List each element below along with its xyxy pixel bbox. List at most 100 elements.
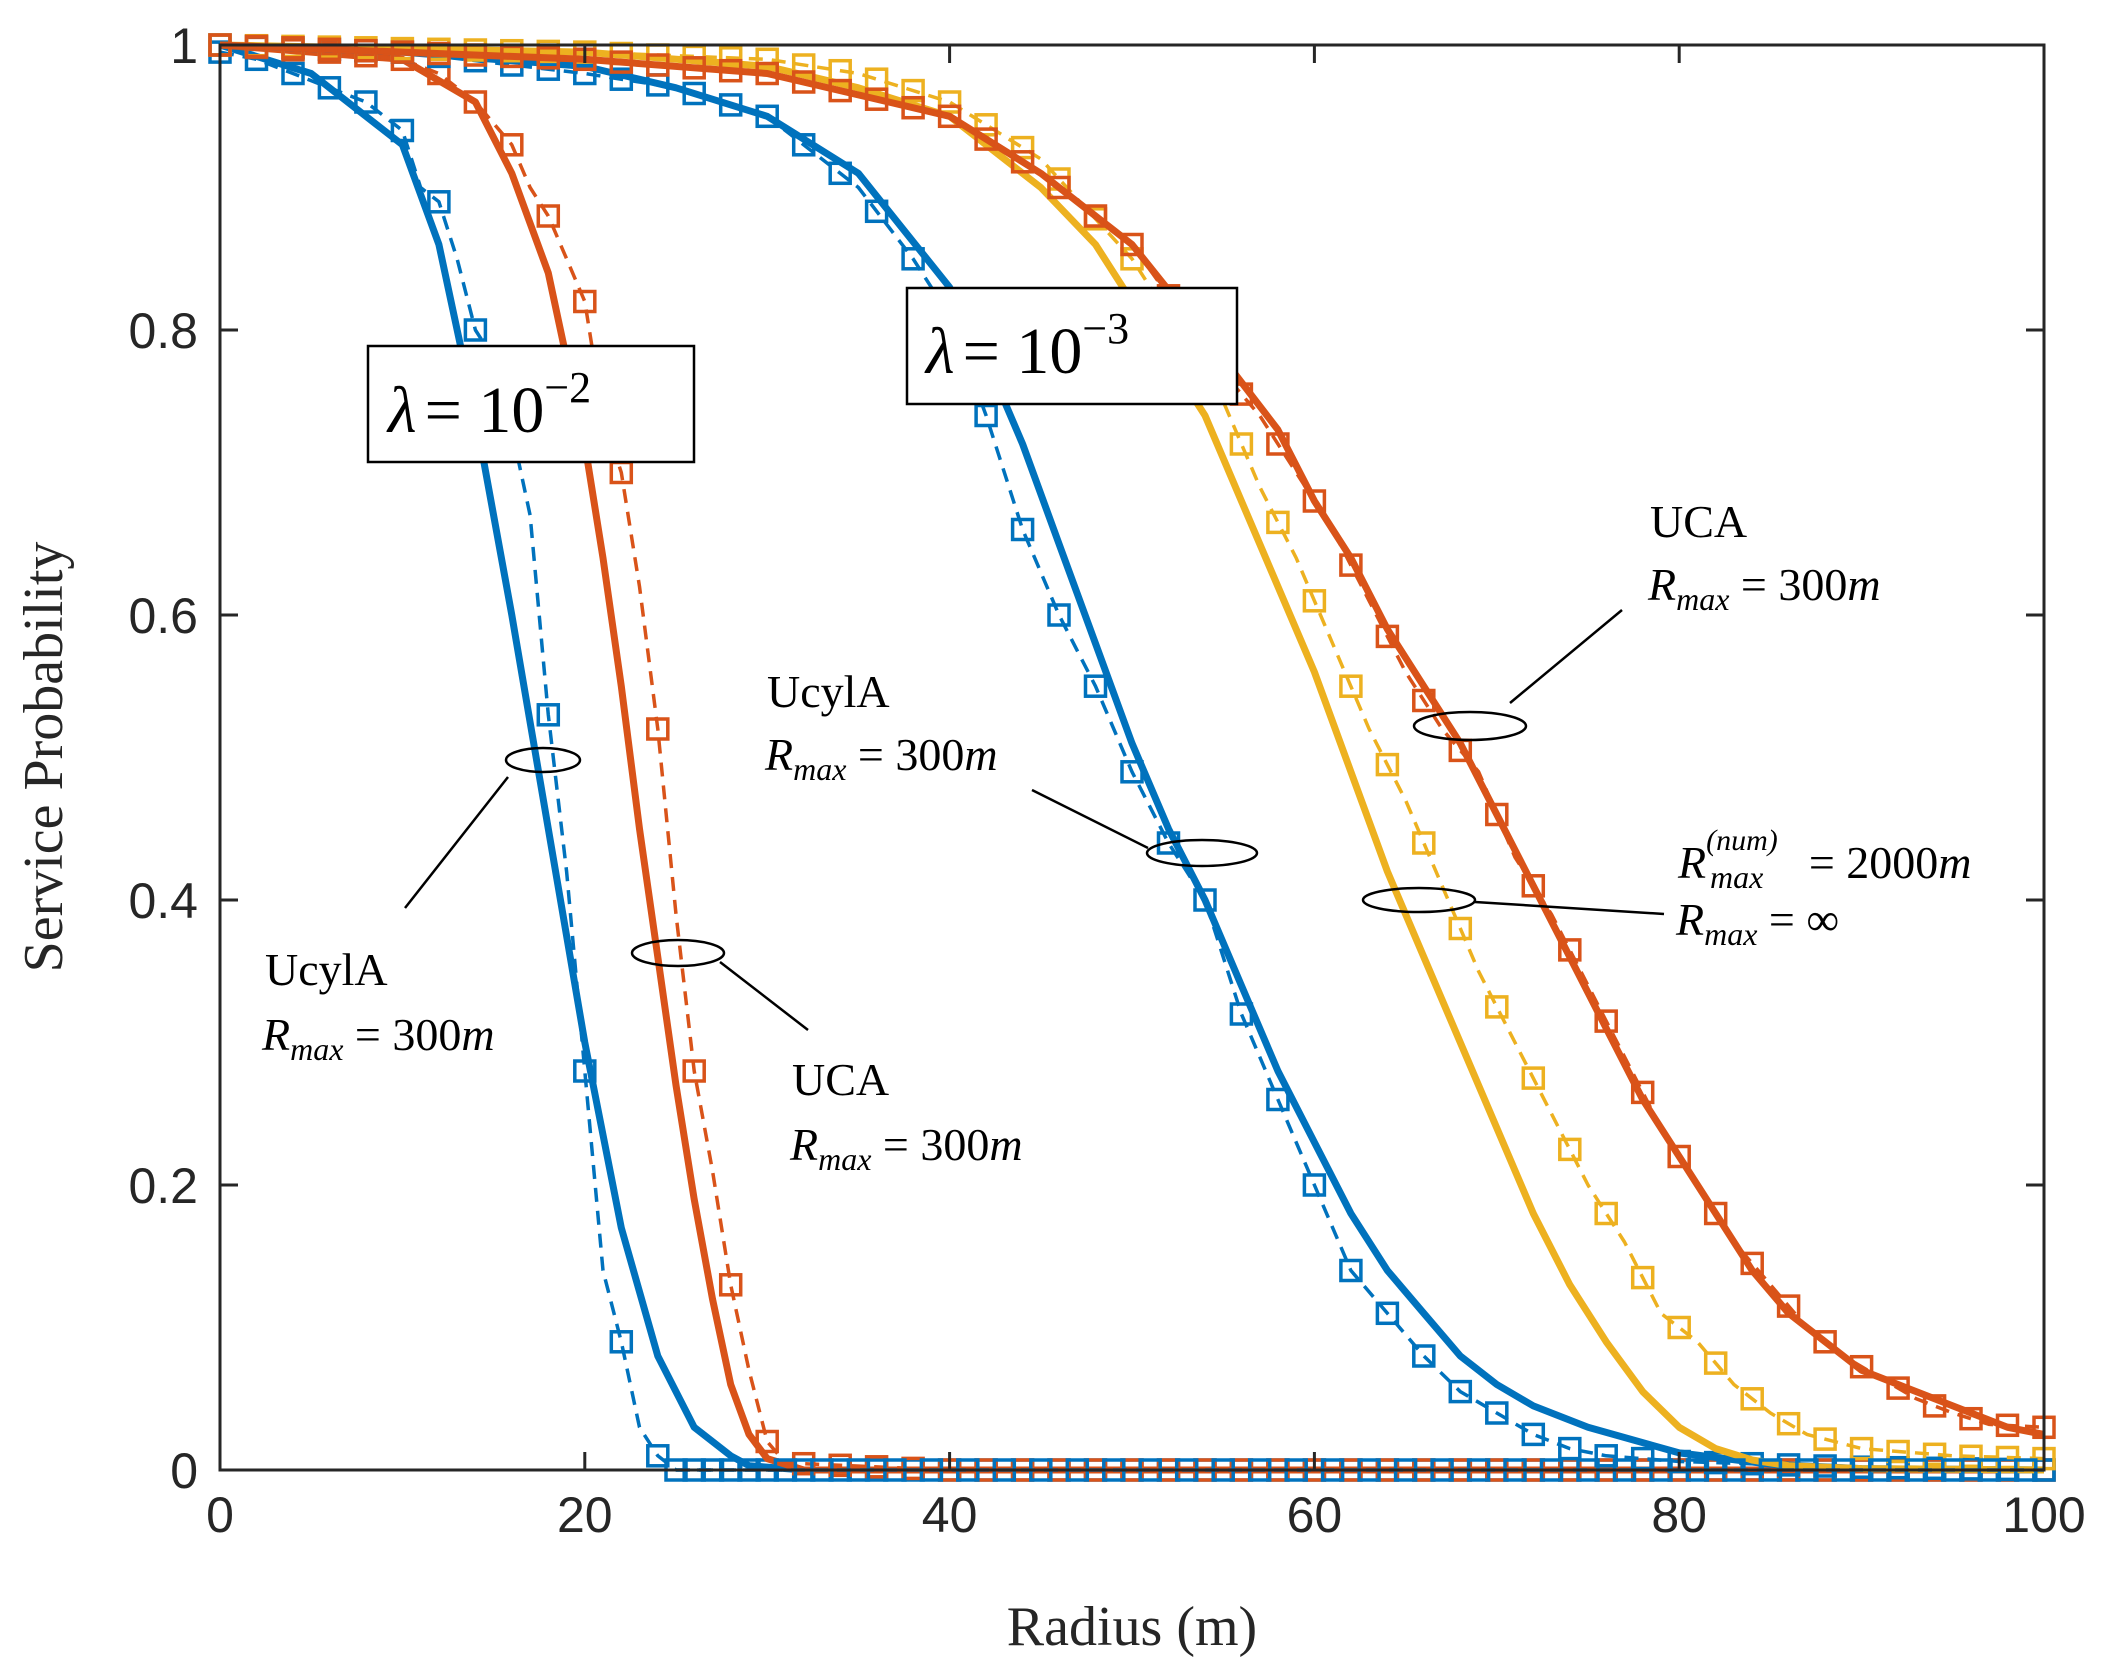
- series-1-line: [219, 50, 2044, 1472]
- svg-text:λ= 10−2: λ = 10−2: [386, 363, 591, 447]
- svg-text:Rmax = ∞: Rmax = ∞: [1675, 894, 1839, 952]
- lambda-3-symbol: λ: [924, 315, 955, 388]
- svg-text:λ= 10−3: λ = 10−3: [924, 304, 1129, 388]
- label-num-sub: max: [1710, 859, 1763, 895]
- series-9-marker: [1594, 1009, 1618, 1033]
- series-5-marker: [974, 403, 998, 428]
- series-7-marker: [1594, 1201, 1618, 1226]
- series-9: [208, 33, 2056, 1440]
- x-tick-label: 80: [1651, 1487, 1707, 1543]
- series-7-marker: [1485, 995, 1509, 1019]
- series-1-marker: [427, 190, 451, 214]
- series-9-marker: [1120, 232, 1144, 257]
- series-7-marker: [1302, 589, 1327, 613]
- series-3-marker: [682, 1059, 706, 1083]
- series-7-marker: [1959, 1444, 1983, 1469]
- label-uca-right-rest: = 300: [1729, 559, 1847, 610]
- series-9-marker: [864, 87, 889, 111]
- series-9-marker: [1412, 688, 1436, 713]
- series-9-marker: [791, 70, 816, 94]
- series-5-marker: [1485, 1401, 1509, 1425]
- series-5-marker: [1302, 1173, 1327, 1197]
- series-5-marker: [609, 67, 634, 91]
- series-3-line: [219, 43, 2044, 1472]
- x-tick-label: 40: [922, 1487, 978, 1543]
- series-7-marker: [791, 53, 816, 77]
- series-5-marker: [1010, 517, 1035, 542]
- label-num: R(num) max = 2000m: [1677, 824, 1972, 895]
- series-7-marker: [974, 113, 998, 137]
- lambda-2-exp: −2: [544, 363, 591, 412]
- series-1-marker: [281, 61, 305, 86]
- series-9-marker: [828, 78, 852, 103]
- x-tick-label: 60: [1287, 1487, 1343, 1543]
- x-tick-label: 100: [2002, 1487, 2085, 1543]
- series-5-marker: [1375, 1301, 1400, 1326]
- series-9-marker: [1849, 1354, 1874, 1379]
- label-uca-right-r: R: [1647, 559, 1676, 610]
- label-uca-left: UCA Rmax = 300m: [789, 1054, 1023, 1177]
- series-5-marker: [1120, 760, 1144, 784]
- series-9-line: [219, 43, 2045, 1430]
- series-9-marker: [1485, 802, 1509, 827]
- label-inf-sub: max: [1704, 916, 1757, 952]
- series-7-marker: [1630, 1265, 1655, 1290]
- series-7-marker: [755, 47, 779, 72]
- series-5: [208, 33, 2056, 1482]
- series-3-marker: [755, 1429, 779, 1454]
- label-num-rest: = 2000: [1797, 837, 1938, 888]
- series-9-marker: [755, 61, 779, 86]
- label-uca-left-name: UCA: [792, 1054, 889, 1105]
- svg-text:Rmax = 300m: Rmax = 300m: [261, 1009, 495, 1067]
- label-inf-r: R: [1675, 894, 1704, 945]
- series-5-marker: [791, 133, 816, 157]
- pointer-line-ucyla-mid: [1031, 788, 1149, 850]
- series-7-marker: [1922, 1442, 1947, 1467]
- label-ucyla-left-rest: = 300: [343, 1009, 461, 1060]
- series-9-marker: [1558, 938, 1582, 962]
- pointer-ellipse-num: [1361, 886, 1477, 914]
- series-5-marker: [1521, 1422, 1546, 1447]
- series-3: [208, 33, 2056, 1482]
- series-5-marker: [1083, 674, 1108, 698]
- series-3-marker: [463, 90, 488, 114]
- pointer-line-ucyla-left: [404, 776, 509, 909]
- series-1-marker: [463, 318, 488, 342]
- label-inf: Rmax = ∞: [1675, 894, 1839, 952]
- series-5-line: [219, 43, 2045, 1472]
- x-tick-label: 20: [557, 1487, 613, 1543]
- y-tick-label: 1: [170, 18, 198, 74]
- series-5-marker: [901, 247, 925, 271]
- series-5-marker: [1339, 1258, 1363, 1283]
- label-uca-left-r: R: [789, 1119, 818, 1170]
- series-5-marker: [1229, 1002, 1254, 1026]
- series-7-line: [219, 43, 2045, 1461]
- label-uca-right-unit: m: [1847, 559, 1880, 610]
- series-2: [219, 41, 2044, 1474]
- y-tick-label: 0.8: [128, 303, 198, 359]
- series-3-marker: [573, 289, 597, 314]
- label-uca-right: UCA Rmax = 300m: [1647, 496, 1881, 617]
- series-9-marker: [1047, 175, 1071, 200]
- pointer-marks: [404, 609, 1665, 1031]
- series-6: [219, 41, 2045, 1474]
- pointer-ellipse-ucyla-mid: [1145, 838, 1259, 868]
- series-9-marker: [281, 36, 305, 60]
- series-1-marker: [536, 703, 561, 727]
- series-9-marker: [1302, 489, 1327, 513]
- series-9-marker: [536, 46, 561, 70]
- label-num-unit: m: [1938, 837, 1971, 888]
- series-5-marker: [682, 81, 706, 106]
- series-9-marker: [974, 127, 998, 151]
- label-uca-right-sub: max: [1676, 581, 1729, 617]
- series-1-marker: [609, 1330, 634, 1354]
- axes-box: [218, 43, 2046, 1472]
- lambda-2-eq: = 10: [425, 374, 545, 447]
- series-7-marker: [864, 67, 889, 91]
- pointer-line-num: [1474, 900, 1665, 916]
- lambda-3-box: [905, 286, 1239, 406]
- series-9-marker: [609, 50, 634, 74]
- series-7-marker: [1229, 432, 1254, 456]
- series-9-marker: [1630, 1080, 1655, 1105]
- series-9-marker: [354, 38, 378, 63]
